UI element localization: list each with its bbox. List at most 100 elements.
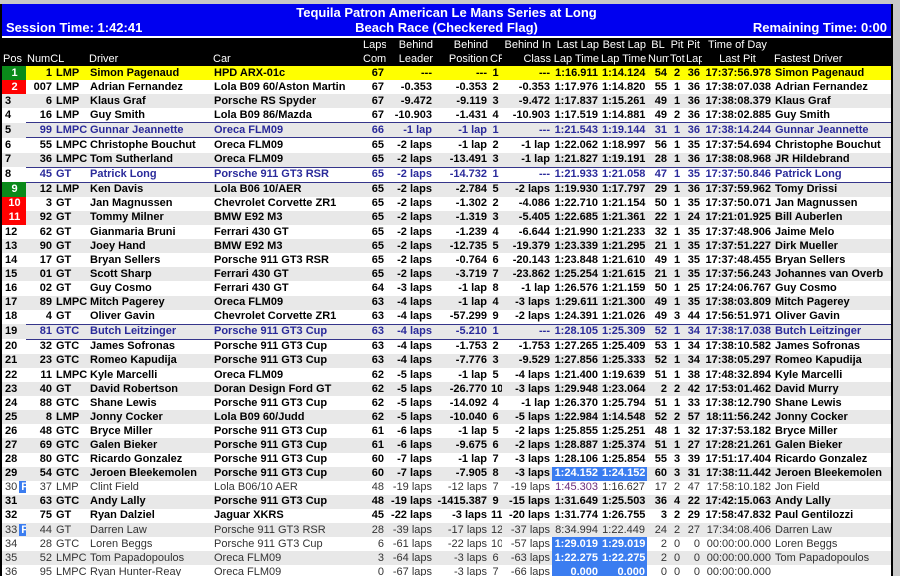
column-header-class-position[interactable] <box>489 38 502 52</box>
column-header-class-position[interactable]: CP <box>489 52 502 66</box>
car-cell: Porsche 911 GT3 RSR <box>214 523 326 536</box>
column-header-best-lap-time[interactable]: Best Lap <box>600 38 647 52</box>
column-header-pos[interactable]: Pos <box>2 52 26 66</box>
last-lap-time-cell: 1:23.339 <box>554 239 598 252</box>
class-cell: LMPC <box>56 551 87 564</box>
standings-row[interactable]: 15 01 GT Scott Sharp Ferrari 430 GT 65 -2 laps… <box>2 267 891 282</box>
pit-lap-cell: 35 <box>687 253 700 266</box>
column-header-laps-completed[interactable]: Comp <box>362 52 386 66</box>
column-header-pit-total[interactable]: Tot <box>669 52 685 66</box>
behind-in-class-cell: -5 laps <box>515 410 550 423</box>
standings-row[interactable]: 30P 37 LMP Clint Field Lola B06/10 AER 48 -19 … <box>2 480 891 495</box>
standings-row[interactable]: 28 80 GTC Ricardo Gonzalez Porsche 911 GT3 C… <box>2 452 891 467</box>
fastest-driver-cell: Tom Papadopoulos <box>775 551 870 564</box>
standings-row[interactable]: 8 45 GT Patrick Long Porsche 911 GT3 RSR 65 -2… <box>2 166 891 183</box>
column-header-pit-total[interactable]: Pit <box>669 38 685 52</box>
column-header-pit-lap[interactable]: Pit <box>685 38 702 52</box>
column-header-pit-lap[interactable]: Lap <box>685 52 702 66</box>
standings-row[interactable]: 14 17 GT Bryan Sellers Porsche 911 GT3 RSR 65… <box>2 253 891 268</box>
standings-row[interactable]: 20 32 GTC James Sofronas Porsche 911 GT3 Cup… <box>2 339 891 354</box>
laps-completed-cell: 65 <box>371 267 384 280</box>
standings-row[interactable]: 10 3 GT Jan Magnussen Chevrolet Corvette ZR1… <box>2 196 891 211</box>
column-header-best-lap-number[interactable]: Num <box>647 52 669 66</box>
column-header-class[interactable] <box>54 52 88 66</box>
standings-row[interactable]: 35 52 LMPC Tom Papadopoulos Oreca FLM09 3 -64 … <box>2 551 891 566</box>
standings-row[interactable]: 2 007 LMP Adrian Fernandez Lola B09 60/Aston… <box>2 80 891 95</box>
column-header-fastest-driver[interactable]: Fastest Driver <box>773 52 891 66</box>
last-lap-time-cell: 1:45.303 <box>555 481 598 494</box>
standings-row[interactable]: 11 92 GT Tommy Milner BMW E92 M3 65 -2 laps -1.… <box>2 210 891 226</box>
car-number-cell: 88 <box>39 396 52 409</box>
car-number-cell: 01 <box>39 267 52 280</box>
standings-row[interactable]: 3 6 LMP Klaus Graf Porsche RS Spyder 67 -9.472… <box>2 94 891 109</box>
column-header-behind-position[interactable]: Position <box>434 52 489 66</box>
column-header-car[interactable]: Car <box>212 52 362 66</box>
column-header-last-pit-time[interactable]: Last Pit <box>702 52 773 66</box>
standings-row[interactable]: 31 63 GTC Andy Lally Porsche 911 GT3 Cup 48 -1… <box>2 494 891 509</box>
car-cell: Ferrari 430 GT <box>214 225 289 238</box>
standings-row[interactable]: 12 62 GT Gianmaria Bruni Ferrari 430 GT 65 -2 … <box>2 225 891 240</box>
standings-row[interactable]: 33P 44 GT Darren Law Porsche 911 GT3 RSR 28 -3… <box>2 523 891 538</box>
standings-row[interactable]: 32 75 GT Ryan Dalziel Jaguar XKRS 45 -22 laps -… <box>2 508 891 523</box>
column-header-driver[interactable] <box>88 38 212 52</box>
standings-row[interactable]: 9 12 LMP Ken Davis Lola B06 10/AER 65 -2 laps -… <box>2 182 891 197</box>
column-header-last-pit-time[interactable]: Time of Day <box>702 38 773 52</box>
laps-completed-cell: 45 <box>371 509 384 522</box>
standings-row[interactable]: 16 02 GT Guy Cosmo Ferrari 430 GT 64 -3 laps -1… <box>2 281 891 296</box>
column-header-last-lap-time[interactable]: Lap Time <box>552 52 600 66</box>
standings-row[interactable]: 26 48 GTC Bryce Miller Porsche 911 GT3 Cup 61… <box>2 424 891 439</box>
fastest-driver-cell: Klaus Graf <box>775 94 831 107</box>
standings-row[interactable]: 22 11 LMPC Kyle Marcelli Oreca FLM09 62 -5 lap… <box>2 367 891 383</box>
pit-lap-cell: 35 <box>687 296 700 309</box>
class-position-cell: 11 <box>491 509 502 522</box>
column-header-behind-in-class[interactable]: Behind In <box>502 38 552 52</box>
standings-row[interactable]: 24 88 GTC Shane Lewis Porsche 911 GT3 Cup 62-… <box>2 396 891 411</box>
standings-row[interactable]: 7 36 LMPC Tom Sutherland Oreca FLM09 65 -2 lap… <box>2 152 891 168</box>
column-header-behind-in-class[interactable]: Class <box>502 52 552 66</box>
standings-row[interactable]: 34 28 GTC Loren Beggs Porsche 911 GT3 Cup 6 -6… <box>2 537 891 552</box>
column-header-behind-leader[interactable]: Behind <box>386 38 434 52</box>
column-header-car-number[interactable]: NumCL <box>26 52 65 66</box>
pit-lap-cell: 39 <box>687 453 700 466</box>
standings-row[interactable]: 27 69 GTC Galen Bieker Porsche 911 GT3 Cup 61… <box>2 438 891 453</box>
column-header-behind-position[interactable]: Behind <box>434 38 489 52</box>
standings-row[interactable]: 1 1 LMP Simon Pagenaud HPD ARX-01c 67 --- --- 1-… <box>2 66 891 81</box>
column-header-last-lap-time[interactable]: Last Lap <box>552 38 600 52</box>
standings-row[interactable]: 4 16 LMP Guy Smith Lola B09 86/Mazda 67 -10.90… <box>2 108 891 123</box>
behind-leader-cell: -4 laps <box>386 323 434 340</box>
column-header-fastest-driver[interactable] <box>773 38 891 52</box>
class-position-cell: 8 <box>492 467 499 480</box>
column-header-car[interactable] <box>212 38 362 52</box>
last-lap-time-cell: 1:17.837 <box>554 94 598 107</box>
laps-completed-cell: 63 <box>371 310 384 323</box>
standings-row[interactable]: 21 23 GTC Romeo Kapudija Porsche 911 GT3 Cup… <box>2 353 891 368</box>
last-pit-time-cell: 17:38:17.038 <box>702 323 773 340</box>
column-header-behind-leader[interactable]: Leader <box>386 52 434 66</box>
last-pit-time-cell: 00:00:00.000 <box>706 565 771 576</box>
column-header-driver[interactable]: Driver <box>88 52 212 66</box>
column-header-class[interactable] <box>54 38 88 52</box>
column-header-best-lap-time[interactable]: Lap Time <box>600 52 647 66</box>
column-header-pos[interactable] <box>2 38 26 52</box>
behind-in-class-cell: -20.143 <box>512 253 550 266</box>
car-number-cell: 02 <box>39 281 52 294</box>
fastest-driver-cell: Simon Pagenaud <box>775 66 865 79</box>
column-header-best-lap-number[interactable]: BL <box>647 38 669 52</box>
car-cell: Porsche 911 GT3 Cup <box>214 495 328 508</box>
pos-value: 30 <box>5 481 18 494</box>
standings-row[interactable]: 29 54 GTC Jeroen Bleekemolen Porsche 911 GT3… <box>2 466 891 481</box>
standings-row[interactable]: 17 89 LMPC Mitch Pagerey Oreca FLM09 63 -4 lap… <box>2 295 891 310</box>
standings-row[interactable]: 19 81 GTC Butch Leitzinger Porsche 911 GT3 C… <box>2 323 891 340</box>
standings-row[interactable]: 13 90 GT Joey Hand BMW E92 M3 65 -2 laps -12.73… <box>2 239 891 254</box>
car-number-cell: 28 <box>39 537 52 550</box>
column-header-laps-completed[interactable]: Laps <box>362 38 386 52</box>
standings-row[interactable]: 5 99 LMPC Gunnar Jeannette Oreca FLM09 66 -1 l… <box>2 122 891 139</box>
standings-row[interactable]: 18 4 GT Oliver Gavin Chevrolet Corvette ZR1 6… <box>2 309 891 325</box>
standings-row[interactable]: 25 8 LMP Jonny Cocker Lola B09 60/Judd 62 -5 l… <box>2 410 891 425</box>
standings-row[interactable]: 36 95 LMPC Ryan Hunter-Reay Oreca FLM09 0 -67 … <box>2 565 891 576</box>
column-header-car-number[interactable] <box>26 38 54 52</box>
standings-row[interactable]: 6 55 LMPC Christophe Bouchut Oreca FLM09 65 -2… <box>2 137 891 153</box>
last-pit-time-cell: 17:56:51.971 <box>705 310 771 323</box>
pos-cell: 23 <box>5 382 18 395</box>
standings-row[interactable]: 23 40 GT David Robertson Doran Design Ford G… <box>2 382 891 397</box>
